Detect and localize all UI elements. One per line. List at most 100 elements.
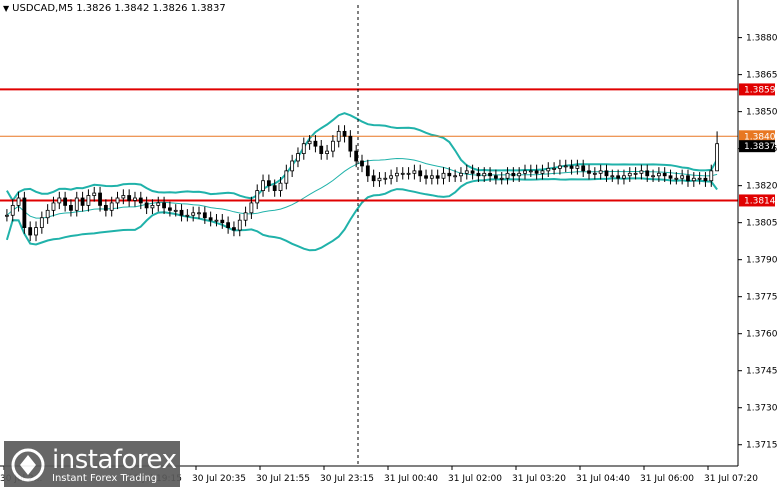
candle-body xyxy=(249,202,254,214)
candle-body xyxy=(57,197,62,204)
candle-body xyxy=(313,140,318,147)
candle-body xyxy=(680,175,685,179)
candle-body xyxy=(80,197,85,206)
candle-body xyxy=(74,197,79,211)
candle-body xyxy=(627,172,632,177)
y-tick-label: 1.3790 xyxy=(746,256,778,266)
y-tick-label: 1.3805 xyxy=(746,219,778,229)
candle-body xyxy=(400,172,405,175)
x-tick-label: 30 Jul 23:15 xyxy=(320,474,374,484)
candle-body xyxy=(354,150,359,162)
candle-body xyxy=(459,172,463,177)
candle-body xyxy=(447,172,452,177)
candle-body xyxy=(476,172,481,177)
candle-body xyxy=(208,217,213,221)
triangle-down-icon[interactable]: ▼ xyxy=(3,4,10,13)
candle-body xyxy=(103,204,108,211)
candle-body xyxy=(703,177,708,182)
candle-body xyxy=(499,177,504,180)
current-price-tag-bg xyxy=(739,140,775,153)
candle-body xyxy=(622,175,626,179)
candle-body xyxy=(266,180,271,187)
instaforex-logo: instaforex Instant Forex Trading xyxy=(4,441,180,487)
candle-body xyxy=(639,170,644,174)
candle-body xyxy=(319,145,324,154)
candle-body xyxy=(51,202,56,211)
candle-body xyxy=(179,209,184,216)
candle-body xyxy=(482,172,487,177)
candles xyxy=(5,125,719,242)
candle-body xyxy=(162,202,166,209)
candle-body xyxy=(610,175,615,178)
bollinger-lower-band xyxy=(5,177,718,252)
candle-body xyxy=(28,227,33,236)
candle-body xyxy=(109,202,114,211)
candle-body xyxy=(243,212,248,221)
candle-body xyxy=(424,175,428,179)
instaforex-logo-mark-icon xyxy=(11,448,45,482)
logo-tagline: Instant Forex Trading xyxy=(52,473,158,484)
candle-body xyxy=(493,175,498,179)
y-tick-label: 1.3715 xyxy=(746,441,778,451)
candle-body xyxy=(587,170,591,174)
candle-body xyxy=(202,212,207,219)
candle-body xyxy=(418,170,423,177)
level-price-tag: 1.3814 xyxy=(744,196,776,206)
candle-body xyxy=(290,160,295,172)
candle-body xyxy=(98,192,102,206)
candle-body xyxy=(16,197,21,206)
candle-body xyxy=(715,143,719,172)
candle-body xyxy=(435,175,440,179)
x-tick-label: 31 Jul 03:20 xyxy=(512,474,566,484)
candle-body xyxy=(517,172,522,177)
candle-body xyxy=(575,165,580,169)
candle-body xyxy=(237,219,242,231)
candle-body xyxy=(488,172,492,177)
candle-body xyxy=(505,172,510,179)
candle-body xyxy=(651,175,655,178)
candle-body xyxy=(63,197,68,206)
candle-body xyxy=(168,207,172,211)
x-tick-label: 31 Jul 00:40 xyxy=(384,474,438,484)
candle-body xyxy=(301,143,306,154)
candle-body xyxy=(214,219,219,222)
candle-body xyxy=(377,177,382,182)
candle-body xyxy=(284,170,289,184)
candle-body xyxy=(92,192,97,196)
candle-body xyxy=(69,204,73,211)
candle-body xyxy=(470,170,475,174)
candle-body xyxy=(39,217,44,228)
candle-body xyxy=(371,175,376,182)
candle-body xyxy=(540,170,545,174)
candle-body xyxy=(406,172,411,175)
level-price-tag: 1.3859 xyxy=(744,85,776,95)
candle-body xyxy=(22,197,27,228)
candle-body xyxy=(691,177,696,182)
candle-body xyxy=(592,172,597,175)
candle-body xyxy=(261,180,265,191)
x-tick-label: 31 Jul 04:40 xyxy=(576,474,630,484)
y-tick-label: 1.3775 xyxy=(746,293,778,303)
candle-body xyxy=(569,165,574,169)
candle-body xyxy=(668,175,673,179)
x-tick-label: 30 Jul 20:35 xyxy=(192,474,246,484)
candle-body xyxy=(662,172,667,177)
candle-body xyxy=(453,175,458,178)
y-tick-label: 1.3850 xyxy=(746,108,778,118)
candle-body xyxy=(156,202,161,206)
logo-name: instaforex xyxy=(52,445,177,475)
candle-body xyxy=(330,140,335,152)
y-tick-label: 1.3865 xyxy=(746,71,778,81)
candle-body xyxy=(523,170,527,174)
candle-body xyxy=(34,227,38,236)
candle-body xyxy=(86,195,91,206)
candle-body xyxy=(686,175,690,182)
y-tick-label: 1.3760 xyxy=(746,330,778,340)
candle-body xyxy=(226,222,231,228)
candle-body xyxy=(598,170,603,174)
price-line-tag-bg xyxy=(739,130,775,143)
y-tick-label: 1.3880 xyxy=(746,34,778,44)
